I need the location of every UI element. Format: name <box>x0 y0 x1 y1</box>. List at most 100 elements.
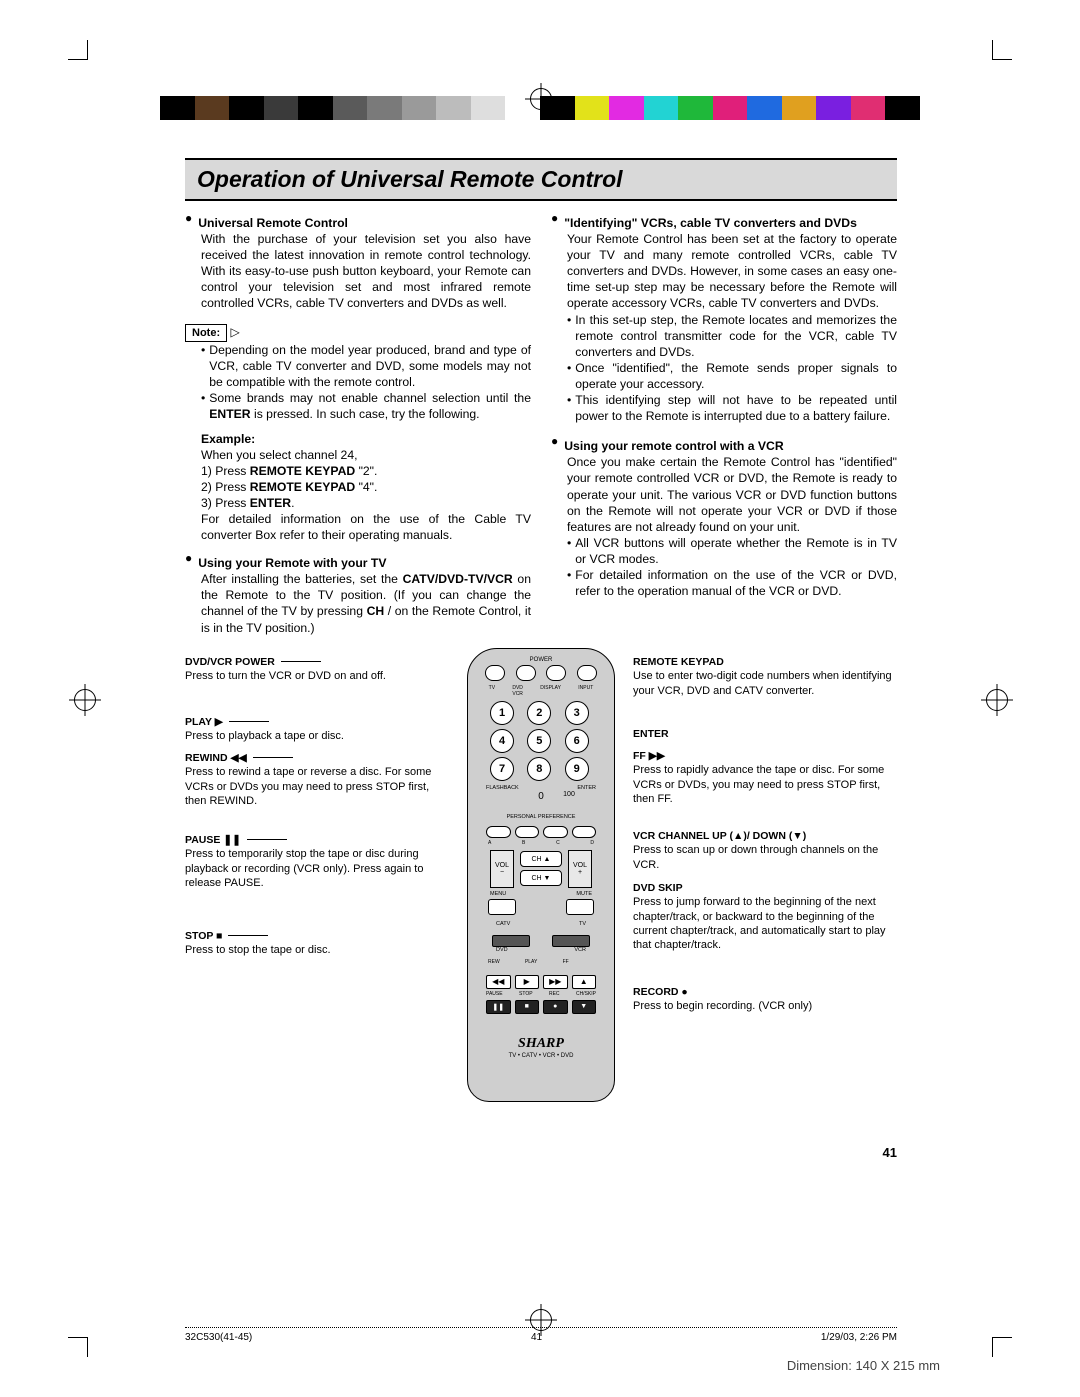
note-pointer: ▷ <box>231 325 240 339</box>
body-columns: ●Universal Remote Control With the purch… <box>185 211 897 636</box>
crop-mark <box>68 40 88 60</box>
note-item: Some brands may not enable channel selec… <box>209 390 531 422</box>
callout: REWIND ◀◀Press to rewind a tape or rever… <box>185 752 445 809</box>
callout: DVD SKIPPress to jump forward to the beg… <box>633 882 897 953</box>
note-label: Note: <box>185 324 227 343</box>
page: Operation of Universal Remote Control ●U… <box>0 0 1080 1397</box>
heading-urc: Universal Remote Control <box>198 215 348 231</box>
color-swatch <box>195 96 230 120</box>
brand-logo: SHARP <box>476 1036 606 1052</box>
example-line: When you select channel 24, <box>201 447 531 463</box>
keypad-button: 8 <box>527 757 551 781</box>
crop-mark <box>68 1337 88 1357</box>
para-urc: With the purchase of your television set… <box>201 231 531 311</box>
keypad-button: 2 <box>527 701 551 725</box>
footer: 32C530(41-45) 41 1/29/03, 2:26 PM <box>185 1327 897 1343</box>
para-using-vcr: Once you make certain the Remote Control… <box>567 454 897 534</box>
remote-diagram: POWER TVDVDVCRDISPLAYINPUT 123456789 FLA… <box>185 648 897 1138</box>
color-swatch <box>747 96 782 120</box>
callout: VCR CHANNEL UP (▲)/ DOWN (▼)Press to sca… <box>633 830 897 872</box>
color-swatch <box>678 96 713 120</box>
callout-heading: REWIND ◀◀ <box>185 752 445 766</box>
right-column: ●"Identifying" VCRs, cable TV converters… <box>551 211 897 636</box>
registration-mark <box>986 689 1006 709</box>
callout: FF ▶▶Press to rapidly advance the tape o… <box>633 750 897 807</box>
color-swatch <box>471 96 506 120</box>
crop-mark <box>992 40 1012 60</box>
left-column: ●Universal Remote Control With the purch… <box>185 211 531 636</box>
callout: REMOTE KEYPADUse to enter two-digit code… <box>633 656 897 698</box>
keypad-button: 4 <box>490 729 514 753</box>
callout-desc: Press to stop the tape or disc. <box>185 943 445 957</box>
page-title: Operation of Universal Remote Control <box>185 158 897 201</box>
keypad-button: 6 <box>565 729 589 753</box>
brand-subtitle: TV • CATV • VCR • DVD <box>476 1053 606 1059</box>
para-identifying: Your Remote Control has been set at the … <box>567 231 897 311</box>
color-swatch <box>298 96 333 120</box>
keypad-button: 7 <box>490 757 514 781</box>
callout-heading: ENTER <box>633 728 897 742</box>
callout-desc: Press to temporarily stop the tape or di… <box>185 847 445 890</box>
para-using-tv: After installing the batteries, set the … <box>201 571 531 635</box>
example-line: 2) Press REMOTE KEYPAD "4". <box>201 479 531 495</box>
color-swatch <box>160 96 195 120</box>
callout-desc: Press to rewind a tape or reverse a disc… <box>185 765 445 808</box>
remote-body: POWER TVDVDVCRDISPLAYINPUT 123456789 FLA… <box>467 648 615 1102</box>
callout-heading: REMOTE KEYPAD <box>633 656 897 670</box>
callout: RECORD ●Press to begin recording. (VCR o… <box>633 986 897 1014</box>
registration-mark <box>530 1309 550 1329</box>
callout-heading: DVD SKIP <box>633 882 897 896</box>
keypad-button: 1 <box>490 701 514 725</box>
callout: PLAY ▶Press to playback a tape or disc. <box>185 716 445 744</box>
example-tail: For detailed information on the use of t… <box>201 511 531 543</box>
id-bullet: Once "identified", the Remote sends prop… <box>575 360 897 392</box>
note-item: Depending on the model year produced, br… <box>209 342 531 390</box>
keypad-button: 9 <box>565 757 589 781</box>
keypad-button: 3 <box>565 701 589 725</box>
content-area: Operation of Universal Remote Control ●U… <box>185 158 897 1138</box>
color-swatch <box>436 96 471 120</box>
example-line: 3) Press ENTER. <box>201 495 531 511</box>
id-bullet: This identifying step will not have to b… <box>575 392 897 424</box>
callout: ENTER <box>633 728 897 742</box>
color-swatch <box>609 96 644 120</box>
heading-using-tv: Using your Remote with your TV <box>198 555 386 571</box>
callout-desc: Press to begin recording. (VCR only) <box>633 999 897 1013</box>
color-swatch <box>229 96 264 120</box>
color-swatch <box>575 96 610 120</box>
color-swatch <box>851 96 886 120</box>
callout-heading: DVD/VCR POWER <box>185 656 445 670</box>
callout-heading: RECORD ● <box>633 986 897 1000</box>
callout-desc: Use to enter two-digit code numbers when… <box>633 669 897 698</box>
heading-identifying: "Identifying" VCRs, cable TV converters … <box>564 215 857 231</box>
callout-desc: Press to rapidly advance the tape or dis… <box>633 763 897 806</box>
color-swatch <box>644 96 679 120</box>
callout-desc: Press to scan up or down through channel… <box>633 843 897 872</box>
color-swatch <box>402 96 437 120</box>
registration-mark <box>74 689 94 709</box>
registration-mark <box>530 88 550 108</box>
color-swatch <box>816 96 851 120</box>
callout: DVD/VCR POWERPress to turn the VCR or DV… <box>185 656 445 684</box>
example-heading: Example: <box>201 431 531 447</box>
callout-desc: Press to jump forward to the beginning o… <box>633 895 897 952</box>
callout: STOP ■Press to stop the tape or disc. <box>185 930 445 958</box>
crop-mark <box>992 1337 1012 1357</box>
callout-desc: Press to turn the VCR or DVD on and off. <box>185 669 445 683</box>
keypad-button: 5 <box>527 729 551 753</box>
callout-heading: VCR CHANNEL UP (▲)/ DOWN (▼) <box>633 830 897 844</box>
footer-page: 41 <box>531 1332 542 1343</box>
dimension-note: Dimension: 140 X 215 mm <box>787 1358 940 1373</box>
color-swatch <box>713 96 748 120</box>
callout-heading: FF ▶▶ <box>633 750 897 764</box>
callout-heading: PLAY ▶ <box>185 716 445 730</box>
vcr-bullet: All VCR buttons will operate whether the… <box>575 535 897 567</box>
page-number: 41 <box>883 1145 897 1160</box>
example-line: 1) Press REMOTE KEYPAD "2". <box>201 463 531 479</box>
color-swatch <box>782 96 817 120</box>
footer-date: 1/29/03, 2:26 PM <box>821 1332 897 1343</box>
color-swatch <box>367 96 402 120</box>
heading-using-vcr: Using your remote control with a VCR <box>564 438 783 454</box>
color-swatch <box>264 96 299 120</box>
color-swatch <box>333 96 368 120</box>
